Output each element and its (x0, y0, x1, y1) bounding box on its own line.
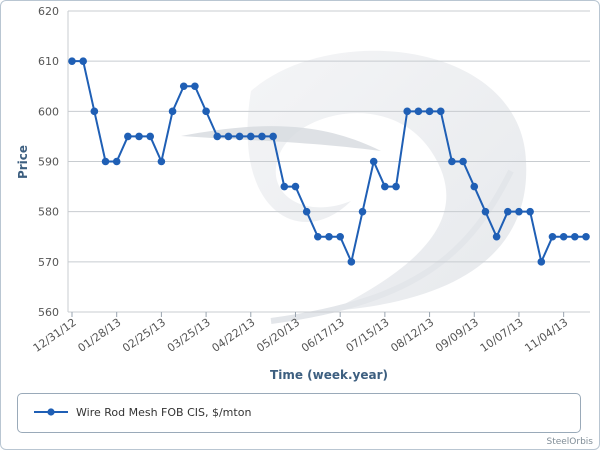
data-point[interactable] (559, 232, 568, 241)
x-tick-label: 02/25/13 (120, 316, 168, 355)
y-tick-label: 590 (38, 156, 59, 169)
legend: Wire Rod Mesh FOB CIS, $/mton (17, 393, 581, 433)
legend-label: Wire Rod Mesh FOB CIS, $/mton (76, 405, 252, 419)
x-tick-label: 04/22/13 (210, 316, 258, 355)
data-point[interactable] (291, 182, 300, 191)
data-point[interactable] (381, 182, 389, 191)
data-point[interactable] (582, 232, 590, 241)
data-point[interactable] (79, 57, 87, 65)
data-point[interactable] (246, 132, 255, 141)
data-point[interactable] (325, 232, 333, 241)
x-tick-label: 10/07/13 (478, 316, 526, 355)
data-point[interactable] (191, 82, 199, 91)
data-point[interactable] (213, 132, 222, 141)
data-point[interactable] (537, 258, 546, 266)
x-tick-label: 01/28/13 (75, 316, 123, 355)
data-point[interactable] (526, 207, 534, 216)
data-point[interactable] (425, 107, 434, 116)
data-point[interactable] (258, 132, 266, 141)
data-point[interactable] (202, 107, 210, 116)
data-point[interactable] (571, 232, 579, 241)
y-axis-ticks: 560 570 580 590 600 610 620 (38, 5, 59, 319)
x-tick-label: 03/25/13 (165, 316, 213, 355)
legend-swatch (34, 408, 68, 416)
data-point[interactable] (269, 132, 277, 141)
data-point[interactable] (135, 132, 143, 141)
x-tick-label: 06/17/13 (299, 316, 347, 355)
data-point[interactable] (436, 107, 445, 116)
data-point[interactable] (403, 107, 412, 116)
data-point[interactable] (414, 107, 423, 116)
data-point[interactable] (515, 207, 523, 216)
data-point[interactable] (492, 232, 501, 241)
watermark-text: SteelOrbis (546, 437, 593, 447)
data-point[interactable] (369, 157, 378, 166)
x-tick-label: 11/04/13 (522, 316, 570, 355)
data-point[interactable] (336, 232, 344, 241)
x-tick-label: 07/15/13 (344, 316, 392, 355)
data-point[interactable] (90, 107, 99, 116)
data-point[interactable] (448, 157, 456, 166)
x-tick-label: 08/12/13 (388, 316, 436, 355)
y-tick-label: 600 (38, 105, 59, 118)
data-point[interactable] (157, 157, 166, 166)
data-point[interactable] (280, 182, 289, 191)
data-point[interactable] (68, 57, 76, 65)
y-tick-label: 570 (38, 256, 59, 269)
data-point[interactable] (224, 132, 233, 141)
legend-item-series-0[interactable]: Wire Rod Mesh FOB CIS, $/mton (32, 405, 251, 419)
data-point[interactable] (358, 207, 367, 216)
data-point[interactable] (314, 232, 322, 241)
data-point[interactable] (112, 157, 121, 166)
data-point[interactable] (146, 132, 155, 141)
x-tick-label: 12/31/12 (31, 316, 79, 355)
y-tick-label: 610 (38, 55, 59, 68)
y-tick-label: 620 (38, 5, 59, 18)
data-point[interactable] (459, 157, 467, 166)
data-point[interactable] (481, 207, 490, 216)
x-tick-label: 09/09/13 (433, 316, 481, 355)
data-point[interactable] (548, 232, 557, 241)
y-tick-label: 580 (38, 206, 59, 219)
y-axis-title: Price (16, 145, 30, 179)
data-point[interactable] (168, 107, 177, 116)
data-point[interactable] (302, 207, 311, 216)
data-point[interactable] (235, 132, 244, 141)
grid-lines (67, 10, 590, 313)
data-point[interactable] (392, 182, 400, 191)
series-layer (68, 57, 590, 266)
y-tick-label: 560 (38, 306, 59, 319)
data-point[interactable] (347, 258, 356, 266)
data-point[interactable] (503, 207, 512, 216)
data-point[interactable] (101, 157, 110, 166)
x-axis-title: Time (week.year) (270, 368, 388, 382)
data-point[interactable] (124, 132, 132, 141)
data-point[interactable] (179, 82, 188, 91)
data-point[interactable] (470, 182, 479, 191)
